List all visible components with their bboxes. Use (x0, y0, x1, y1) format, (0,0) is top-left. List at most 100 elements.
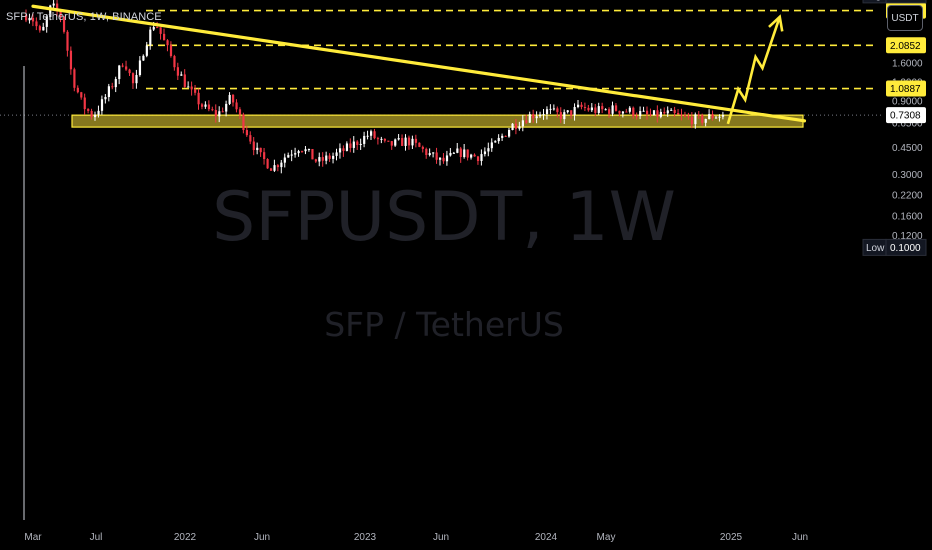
candle (280, 159, 283, 174)
candle (183, 69, 186, 88)
candle (376, 136, 380, 145)
candle-body (52, 3, 55, 6)
level-price-tag-box (886, 37, 926, 54)
candle (646, 106, 649, 120)
candle-body (445, 155, 449, 162)
candle-body (25, 14, 28, 21)
candle-body (704, 118, 707, 123)
low-tag-label: Low (866, 243, 885, 254)
candle-body (345, 143, 349, 151)
candle-body (556, 108, 559, 113)
candle-body (335, 152, 338, 156)
candle-body (683, 115, 687, 117)
candle-body (559, 112, 562, 120)
candle-body (635, 116, 638, 118)
candle-body (573, 107, 576, 116)
candle (66, 30, 69, 57)
watermark-sub: SFP / TetherUS (324, 305, 564, 344)
candle (62, 15, 66, 34)
candle (207, 100, 211, 112)
support-zone (71, 114, 804, 128)
candle (159, 27, 162, 40)
candle-body (587, 107, 590, 111)
candle (673, 106, 676, 117)
candle (494, 140, 497, 143)
candle-body (449, 152, 452, 156)
x-tick-label: Jun (433, 532, 449, 543)
candle-body (190, 86, 193, 90)
levels-layer (146, 9, 878, 90)
candle (370, 129, 373, 140)
candle-body (156, 27, 159, 29)
candle-body (708, 114, 711, 119)
candle-body (169, 45, 173, 57)
candle-body (290, 154, 293, 156)
candle-body (718, 116, 721, 118)
high-tag-value: 4.4500 (890, 0, 921, 1)
candle-body (138, 60, 142, 76)
candle (635, 112, 638, 120)
candle (338, 143, 342, 159)
candle (476, 155, 480, 165)
candle-body (401, 138, 404, 146)
candle (225, 100, 228, 117)
candle-body (149, 29, 152, 46)
candle (690, 112, 694, 129)
candle-body (549, 108, 552, 110)
high-tag-label-box (862, 0, 887, 4)
candle (149, 26, 152, 50)
candle-body (590, 107, 593, 111)
candle-body (321, 157, 324, 161)
candle-body (73, 69, 76, 88)
candle-body (94, 114, 97, 118)
candle (618, 110, 621, 117)
candle (104, 94, 107, 104)
candle (608, 107, 611, 118)
candle-body (646, 110, 649, 115)
watermark-main: SFPUSDT, 1W (212, 178, 676, 257)
candle-body (45, 16, 48, 27)
candle-body (311, 149, 314, 160)
candle-body (597, 106, 600, 113)
candle (176, 62, 179, 81)
x-tick-label: Jul (90, 532, 103, 543)
candle (621, 111, 625, 118)
candle (297, 149, 300, 157)
candle-body (466, 149, 469, 158)
candle-body (366, 135, 369, 137)
candle (632, 106, 635, 119)
candle (580, 102, 583, 110)
candle (663, 107, 666, 115)
candle (594, 103, 597, 117)
candle (708, 109, 711, 120)
candle-body (214, 110, 217, 117)
candle (380, 136, 383, 144)
candle-body (428, 153, 431, 156)
candle-body (114, 79, 117, 88)
candle (701, 113, 704, 126)
candle-body (394, 139, 397, 146)
candle-body (173, 56, 176, 68)
candle-body (356, 141, 359, 145)
candle (445, 150, 449, 166)
candle-body (166, 40, 169, 46)
candle-body (490, 142, 493, 149)
candle-body (269, 168, 273, 171)
candle (680, 108, 683, 121)
candle (442, 153, 445, 164)
candle-body (200, 104, 204, 107)
candle (328, 153, 331, 162)
candle (570, 110, 573, 119)
currency-button[interactable]: USDT (887, 5, 923, 31)
candle (694, 112, 697, 129)
candle-body (435, 152, 438, 160)
candle-body (511, 123, 514, 130)
candle (107, 83, 110, 102)
candle-body (376, 138, 380, 140)
candle-body (701, 115, 704, 123)
low-tag: Low 0.1000 (862, 238, 927, 256)
candle (263, 147, 266, 165)
candle-body (670, 109, 673, 111)
